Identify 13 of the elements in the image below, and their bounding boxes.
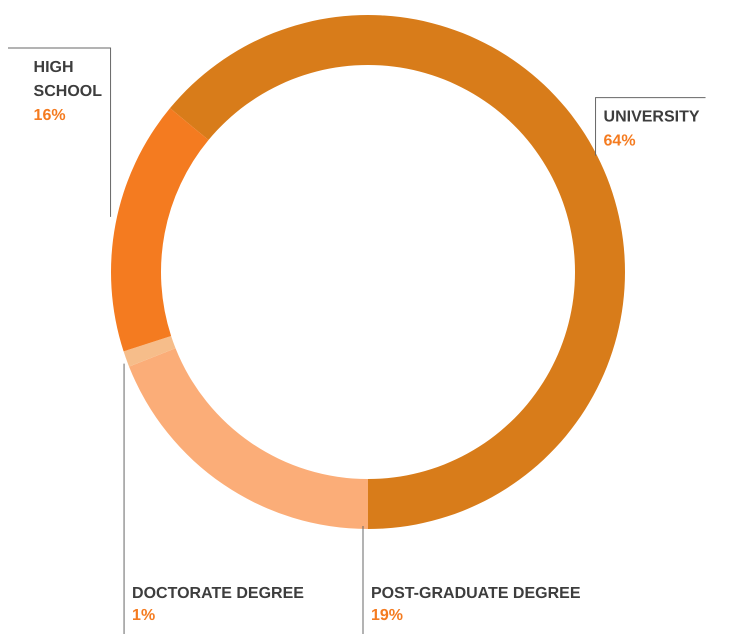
donut-slice: [124, 336, 176, 367]
slice-label: POST-GRADUATE DEGREE: [371, 585, 581, 602]
data-label: 16%: [34, 107, 66, 124]
donut-slice: [112, 108, 209, 352]
slice-label: DOCTORATE DEGREE: [132, 585, 304, 602]
slice-label: HIGH SCHOOL: [34, 59, 102, 100]
label-callout: POST-GRADUATE DEGREE 19%: [362, 526, 580, 634]
data-label: 64%: [604, 132, 636, 150]
slice-label: UNIVERSITY: [604, 108, 700, 126]
data-label: 1%: [132, 607, 156, 624]
donut-slice: [129, 348, 368, 529]
label-callout: DOCTORATE DEGREE 1%: [124, 363, 304, 634]
data-label: 19%: [371, 607, 404, 624]
